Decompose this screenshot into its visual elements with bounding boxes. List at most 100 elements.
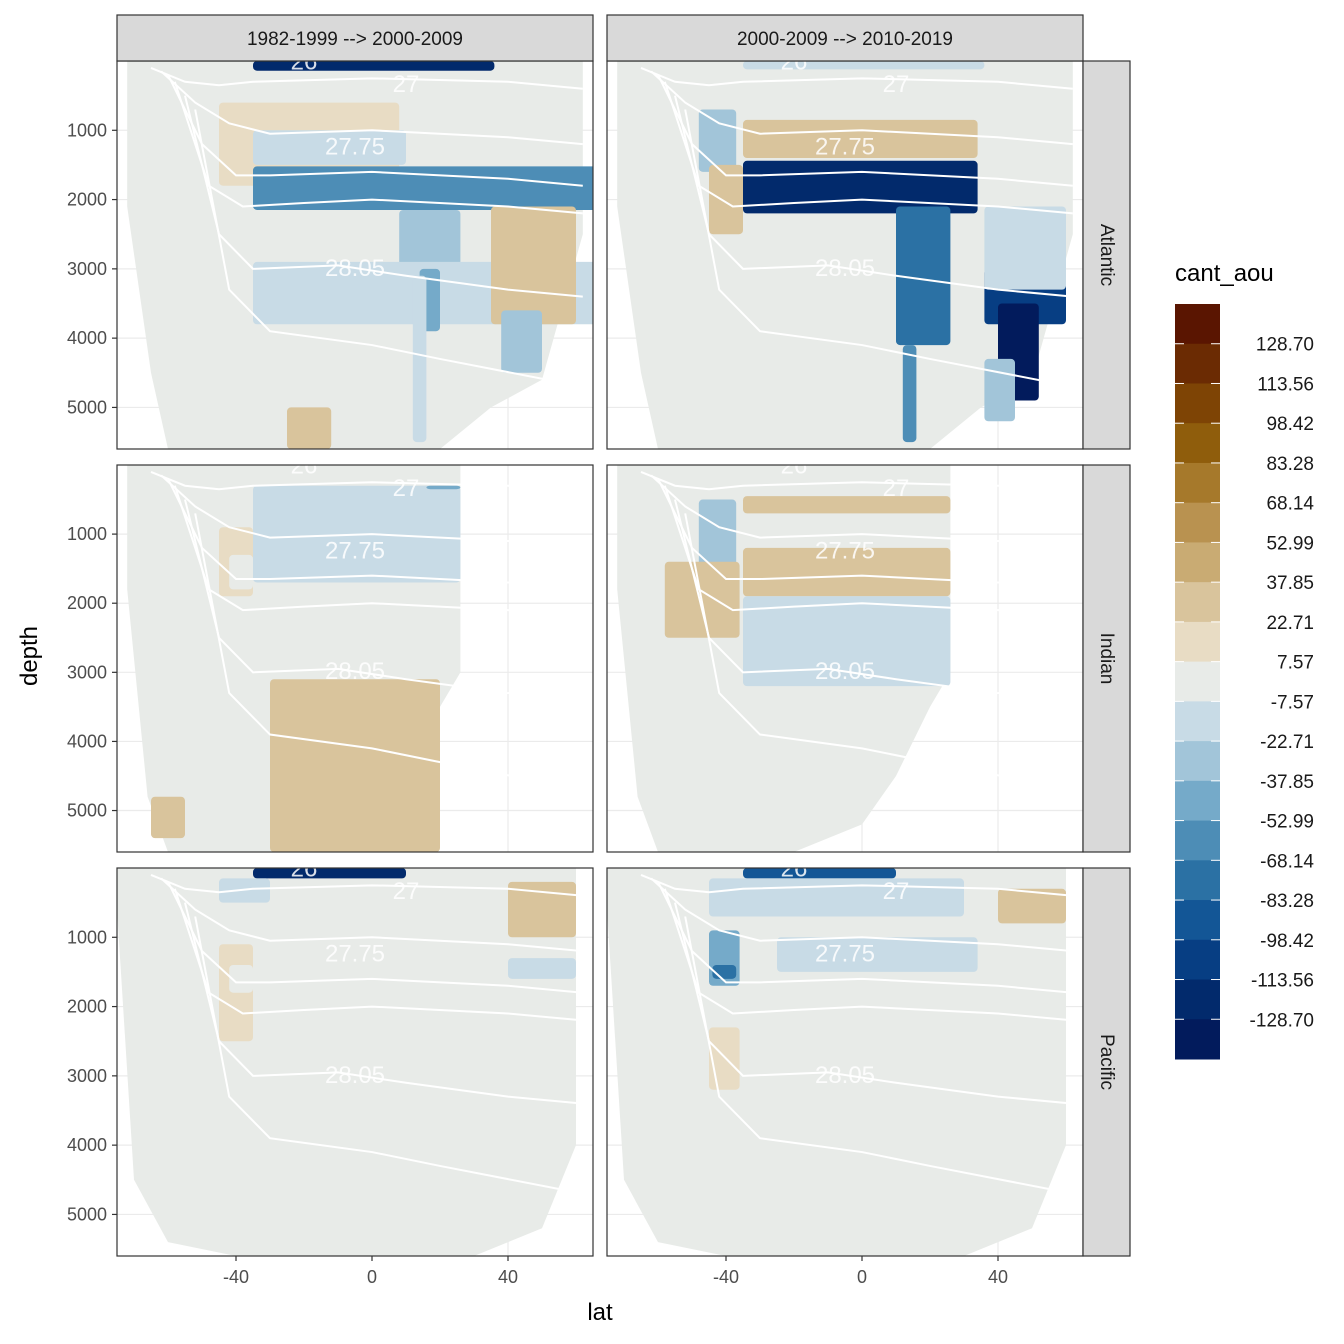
y-tick-label: 1000 [67, 927, 107, 947]
anomaly-region [151, 796, 185, 839]
y-tick-label: 3000 [67, 662, 107, 682]
legend-color-step [1175, 939, 1220, 981]
anomaly-region [902, 345, 917, 443]
facet-panel: 26 27 27.75 28.05 [606, 48, 1084, 450]
legend-label: 113.56 [1257, 374, 1314, 395]
facet-panel: 26 27 27.75 28.05 [606, 464, 1084, 853]
legend-label: -7.57 [1271, 692, 1314, 713]
y-tick-label: 1000 [67, 524, 107, 544]
isopycnal-line [194, 513, 583, 791]
isopycnal-label: 27 [883, 475, 910, 502]
y-tick-label: 2000 [67, 190, 107, 210]
legend-color-step [1175, 701, 1220, 742]
isopycnal-label: 27.75 [325, 537, 385, 564]
isopycnal-line [640, 874, 1073, 897]
isopycnal-label: 27 [883, 878, 910, 905]
anomaly-region [743, 868, 896, 879]
anomaly-region [412, 275, 427, 443]
y-tick-label: 2000 [67, 593, 107, 613]
legend-color-step [1175, 820, 1220, 861]
legend-label: -22.71 [1260, 732, 1314, 753]
isopycnal-line [160, 70, 583, 146]
anomaly-region [743, 119, 978, 158]
legend-items: 128.70 113.56 98.42 83.28 68.14 52.99 37.85 22.… [1175, 304, 1314, 1060]
legend-color-step [1175, 780, 1220, 822]
row-strip [1082, 60, 1131, 450]
isopycnal-label: 27.75 [325, 134, 385, 161]
anomaly-region [253, 868, 406, 879]
y-tick-label: 5000 [67, 801, 107, 821]
x-tick-label: 0 [857, 1267, 867, 1287]
isopycnal-label: 26 [781, 48, 808, 75]
y-tick-label: 3000 [67, 259, 107, 279]
legend-label: 128.70 [1256, 335, 1314, 356]
legend-label: 22.71 [1266, 613, 1314, 634]
legend-color-step [1175, 621, 1220, 663]
x-tick-label: 40 [988, 1267, 1008, 1287]
panel-content: 26 27 27.75 28.05 [617, 465, 1073, 852]
isopycnal-line [640, 470, 1073, 494]
legend-label: -128.70 [1250, 1010, 1314, 1031]
anomaly-region [270, 679, 440, 852]
anomaly-region [896, 206, 951, 346]
anomaly-region [287, 407, 332, 449]
y-tick-label: 2000 [67, 997, 107, 1017]
isopycnal-label: 26 [291, 452, 318, 479]
isopycnal-label: 28.05 [325, 1062, 385, 1089]
isopycnal-line [640, 67, 1073, 90]
y-tick-label: 1000 [67, 120, 107, 140]
row-strip-label: Indian [1096, 633, 1117, 685]
isopycnal-line [684, 513, 1073, 791]
anomaly-region [508, 881, 576, 938]
row-strip [1082, 464, 1131, 853]
isopycnal-label: 28.05 [325, 658, 385, 685]
isopycnal-label: 27 [883, 71, 910, 98]
isopycnal-line [684, 916, 1073, 1195]
isopycnal-label: 26 [781, 855, 808, 882]
legend-color-step [1175, 860, 1220, 901]
legend-color-step [1175, 741, 1220, 782]
isopycnal-label: 27 [393, 71, 420, 98]
panel-border [116, 867, 594, 1257]
legend-title: cant_aou [1175, 260, 1274, 287]
isopycnal-line [650, 70, 1073, 146]
legend-label: -52.99 [1260, 812, 1314, 833]
legend-label: 98.42 [1266, 414, 1314, 435]
legend-label: 52.99 [1266, 533, 1314, 554]
isopycnal-line [194, 109, 583, 388]
legend-label: -83.28 [1260, 891, 1314, 912]
anomaly-region [743, 596, 951, 687]
anomaly-region [253, 166, 593, 210]
legend-color-step [1175, 582, 1220, 623]
legend-label: 7.57 [1277, 653, 1314, 674]
anomaly-region [229, 554, 253, 590]
y-tick-label: 4000 [67, 731, 107, 751]
anomaly-region [253, 61, 495, 71]
legend-color-step [1175, 1019, 1220, 1060]
anomaly-region [743, 496, 951, 514]
row-strip [1082, 867, 1131, 1257]
isopycnal-label: 27.75 [815, 134, 875, 161]
isopycnal-label: 28.05 [815, 255, 875, 282]
column-strip [116, 14, 594, 62]
facet-panel: 26 27 27.75 28.05 [116, 452, 594, 853]
legend-label: -68.14 [1260, 851, 1314, 872]
legend-color-step [1175, 304, 1220, 345]
panel-content: 26 27 27.75 28.05 [127, 452, 583, 852]
legend-color-step [1175, 661, 1220, 702]
legend-color-step [1175, 423, 1220, 464]
panel-content: 26 27 27.75 28.05 [607, 855, 1073, 1256]
y-tick-label: 5000 [67, 1204, 107, 1224]
legend-label: -37.85 [1260, 772, 1314, 793]
x-tick-label: -40 [713, 1267, 739, 1287]
anomaly-region [491, 206, 576, 325]
isopycnal-label: 26 [291, 48, 318, 75]
facet-panel: 26 27 27.75 28.05 [606, 855, 1084, 1257]
anomaly-region [219, 944, 253, 1042]
isopycnal-label: 28.05 [815, 658, 875, 685]
legend-label: 68.14 [1266, 494, 1314, 515]
legend-color-step [1175, 542, 1220, 583]
isopycnal-label: 26 [291, 855, 318, 882]
y-tick-label: 5000 [67, 397, 107, 417]
